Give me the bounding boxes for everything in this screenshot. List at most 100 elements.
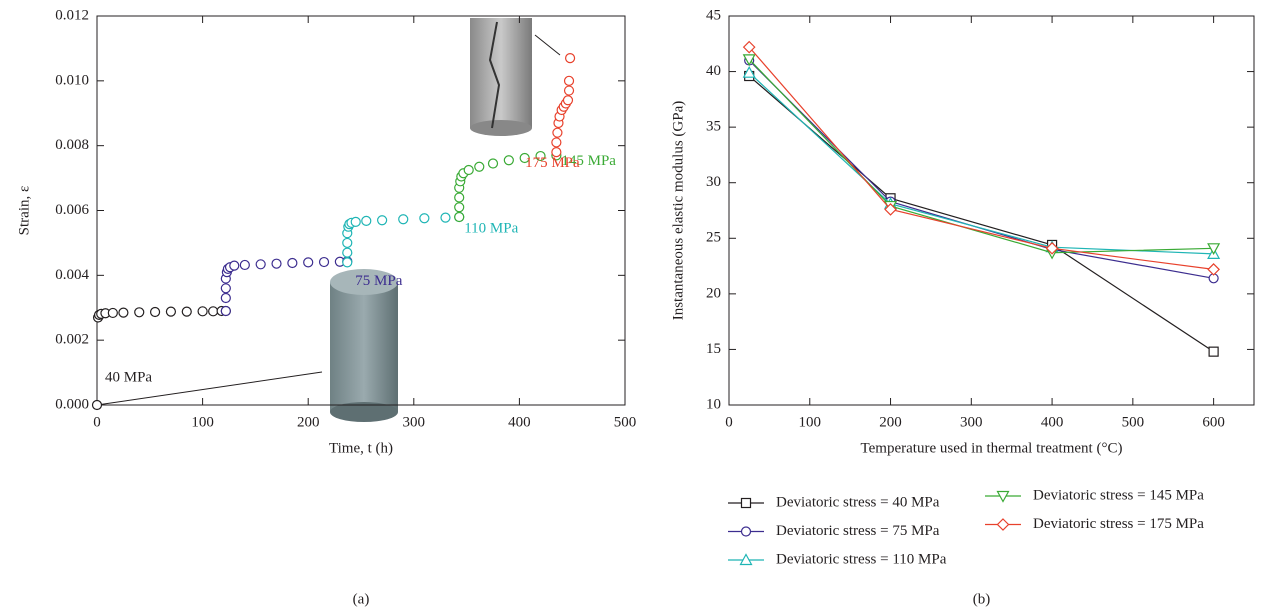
- marker: [454, 192, 465, 203]
- series-line: [748, 58, 1214, 254]
- y-axis-label: Strain, ε: [16, 186, 32, 236]
- x-tick-label: 500: [614, 414, 637, 430]
- marker: [564, 53, 576, 64]
- marker: [419, 213, 430, 224]
- y-tick-label: 15: [706, 341, 721, 357]
- marker: [107, 307, 118, 319]
- marker: [1207, 243, 1221, 256]
- marker: [742, 40, 756, 54]
- x-tick-label: 600: [1202, 414, 1225, 430]
- marker: [884, 203, 897, 216]
- marker: [1045, 241, 1059, 255]
- marker: [134, 307, 145, 318]
- plot-frame: [728, 15, 1255, 406]
- y-tick-label: 40: [706, 63, 721, 79]
- y-tick-label: 0.006: [55, 202, 89, 218]
- marker: [220, 305, 231, 317]
- legend-label: Deviatoric stress = 75 MPa: [776, 523, 940, 539]
- x-tick-label: 200: [297, 414, 320, 430]
- marker: [440, 212, 451, 223]
- legend-label: Deviatoric stress = 40 MPa: [776, 494, 940, 510]
- marker: [303, 257, 314, 268]
- marker: [742, 65, 756, 78]
- sample-photo-intact: [96, 269, 398, 422]
- series-label: 175 MPa: [525, 155, 580, 171]
- x-tick-label: 300: [960, 414, 983, 430]
- marker: [552, 127, 563, 138]
- x-tick-label: 100: [191, 414, 214, 430]
- x-axis-label: Temperature used in thermal treatment (°…: [861, 440, 1123, 456]
- series-label: 75 MPa: [355, 273, 402, 289]
- marker: [563, 75, 575, 86]
- marker: [487, 158, 499, 169]
- marker: [519, 152, 530, 164]
- y-tick-label: 45: [706, 7, 721, 23]
- marker: [503, 155, 514, 166]
- marker: [454, 211, 465, 223]
- marker: [239, 259, 250, 271]
- y-tick-label: 30: [706, 174, 721, 190]
- y-tick-label: 35: [706, 119, 721, 135]
- series-line: [748, 46, 1214, 271]
- y-tick-label: 10: [706, 396, 721, 412]
- series-line: [748, 60, 1214, 279]
- y-tick-label: 25: [706, 230, 721, 246]
- y-tick-label: 0.000: [55, 396, 89, 412]
- sample-photo-failed: [470, 18, 561, 136]
- marker: [197, 306, 208, 317]
- series-label: 110 MPa: [464, 220, 518, 236]
- y-tick-label: 0.008: [55, 137, 89, 153]
- series-line: [748, 75, 1214, 353]
- marker: [742, 54, 756, 67]
- caption: (a): [353, 591, 370, 607]
- marker: [255, 259, 266, 270]
- marker: [551, 147, 562, 158]
- marker: [208, 306, 219, 317]
- marker: [562, 95, 574, 106]
- marker: [350, 216, 361, 227]
- y-tick-label: 0.002: [55, 332, 89, 348]
- marker: [318, 256, 330, 268]
- x-axis-label: Time, t (h): [329, 440, 393, 456]
- marker: [361, 215, 372, 226]
- marker: [229, 260, 240, 271]
- legend-label: Deviatoric stress = 110 MPa: [776, 551, 947, 567]
- x-tick-label: 300: [403, 414, 426, 430]
- caption: (b): [973, 591, 991, 607]
- marker: [454, 202, 465, 213]
- y-axis-label: Instantaneous elastic modulus (GPa): [670, 101, 686, 321]
- series-label: 40 MPa: [105, 369, 152, 385]
- x-tick-label: 200: [879, 414, 902, 430]
- marker: [287, 257, 298, 269]
- legend-marker: [996, 518, 1010, 531]
- marker: [463, 164, 474, 176]
- marker: [1207, 263, 1220, 276]
- x-tick-label: 500: [1122, 414, 1145, 430]
- marker: [181, 306, 192, 317]
- legend-marker: [996, 490, 1010, 503]
- x-tick-label: 400: [1041, 414, 1064, 430]
- marker: [551, 137, 562, 148]
- marker: [563, 85, 575, 96]
- x-tick-label: 100: [799, 414, 822, 430]
- marker: [91, 399, 103, 411]
- series-line: [748, 72, 1214, 255]
- series-label: 145 MPa: [561, 153, 616, 169]
- marker: [118, 307, 129, 318]
- legend-label: Deviatoric stress = 175 MPa: [1033, 516, 1204, 532]
- marker: [220, 283, 231, 294]
- y-tick-label: 0.010: [55, 72, 89, 88]
- marker: [377, 215, 388, 226]
- marker: [474, 161, 485, 172]
- marker: [342, 237, 353, 249]
- marker: [220, 292, 231, 304]
- marker: [149, 306, 161, 318]
- legend-marker: [740, 526, 752, 537]
- marker: [271, 258, 282, 269]
- marker: [1208, 346, 1219, 357]
- marker: [398, 214, 409, 225]
- x-tick-label: 400: [508, 414, 531, 430]
- y-tick-label: 0.012: [55, 7, 89, 23]
- x-tick-label: 0: [93, 414, 101, 430]
